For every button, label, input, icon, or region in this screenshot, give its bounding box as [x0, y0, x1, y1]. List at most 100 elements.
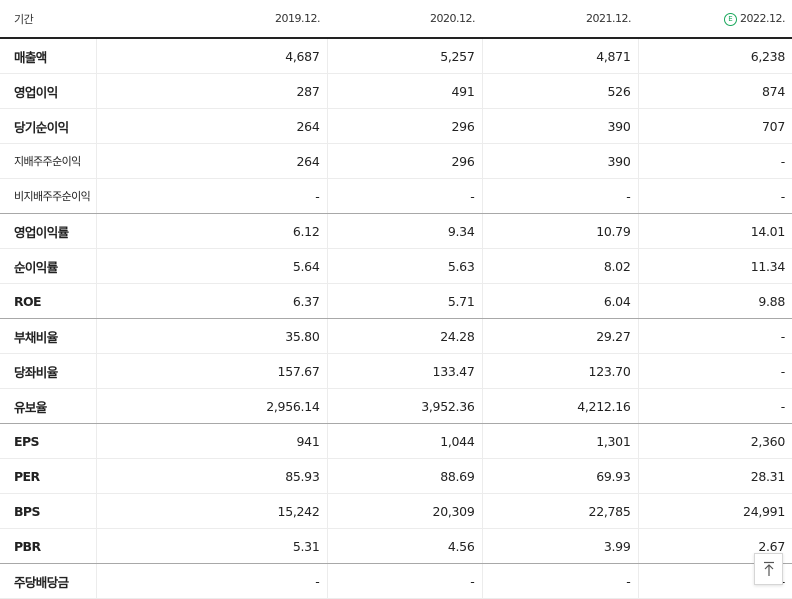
cell-value: - — [95, 178, 327, 214]
row-label: 비지배주주순이익 — [0, 178, 96, 214]
row-label: PER — [0, 458, 96, 494]
estimate-badge-icon: E — [724, 12, 738, 26]
period-2019: 2019.12. — [96, 0, 327, 39]
cell-value: - — [637, 353, 792, 389]
row-controlling-net-income: 지배주주순이익 264 296 390 - — [0, 143, 792, 179]
row-debt-ratio: 부채비율 35.80 24.28 29.27 - — [0, 318, 792, 354]
period-2020: 2020.12. — [327, 0, 482, 39]
cell-value: 5.31 — [95, 528, 327, 564]
row-label: 당좌비율 — [0, 353, 96, 389]
row-revenue: 매출액 4,687 5,257 4,871 6,238 — [0, 38, 792, 74]
cell-value: 941 — [95, 423, 327, 459]
cell-value: - — [637, 178, 792, 214]
cell-value: 29.27 — [481, 318, 638, 354]
cell-value: 491 — [326, 73, 482, 109]
cell-value: 4.56 — [326, 528, 482, 564]
cell-value: - — [95, 563, 327, 599]
row-label: 당기순이익 — [0, 108, 96, 144]
row-label: 영업이익률 — [0, 213, 96, 249]
cell-value: 8.02 — [481, 248, 638, 284]
row-reserve-ratio: 유보율 2,956.14 3,952.36 4,212.16 - — [0, 388, 792, 424]
cell-value: 5.64 — [95, 248, 327, 284]
cell-value: 28.31 — [637, 458, 792, 494]
cell-value: - — [326, 563, 482, 599]
cell-value: 123.70 — [481, 353, 638, 389]
cell-value: 24,991 — [637, 493, 792, 529]
row-label: 지배주주순이익 — [0, 143, 96, 179]
cell-value: 390 — [481, 143, 638, 179]
row-net-margin: 순이익률 5.64 5.63 8.02 11.34 — [0, 248, 792, 284]
cell-value: 707 — [637, 108, 792, 144]
cell-value: 4,871 — [481, 38, 638, 74]
cell-value: 85.93 — [95, 458, 327, 494]
cell-value: 14.01 — [637, 213, 792, 249]
cell-value: 20,309 — [326, 493, 482, 529]
row-label: 순이익률 — [0, 248, 96, 284]
cell-value: - — [637, 388, 792, 424]
cell-value: 9.34 — [326, 213, 482, 249]
row-label: EPS — [0, 423, 96, 459]
row-per: PER 85.93 88.69 69.93 28.31 — [0, 458, 792, 494]
cell-value: 24.28 — [326, 318, 482, 354]
row-label: 부채비율 — [0, 318, 96, 354]
cell-value: - — [637, 318, 792, 354]
cell-value: 6,238 — [637, 38, 792, 74]
cell-value: 1,301 — [481, 423, 638, 459]
arrow-up-icon — [763, 561, 774, 576]
cell-value: 88.69 — [326, 458, 482, 494]
row-label: 주당배당금 — [0, 563, 96, 599]
row-operating-profit: 영업이익 287 491 526 874 — [0, 73, 792, 109]
scroll-to-top-button[interactable] — [754, 553, 783, 585]
cell-value: - — [481, 563, 638, 599]
cell-value: 4,212.16 — [481, 388, 638, 424]
cell-value: 1,044 — [326, 423, 482, 459]
period-header-label: 기간 — [0, 0, 96, 39]
row-label: 영업이익 — [0, 73, 96, 109]
cell-value: 526 — [481, 73, 638, 109]
cell-value: 35.80 — [95, 318, 327, 354]
cell-value: 3,952.36 — [326, 388, 482, 424]
cell-value: 296 — [326, 108, 482, 144]
row-dividend-per-share: 주당배당금 - - - - — [0, 563, 792, 599]
cell-value: 6.12 — [95, 213, 327, 249]
period-2022-estimate: E 2022.12. — [638, 0, 792, 39]
cell-value: 264 — [95, 108, 327, 144]
header-row: 기간 2019.12. 2020.12. 2021.12. E 2022.12. — [0, 0, 792, 39]
row-label: 유보율 — [0, 388, 96, 424]
cell-value: - — [326, 178, 482, 214]
cell-value: - — [637, 143, 792, 179]
row-pbr: PBR 5.31 4.56 3.99 2.67 — [0, 528, 792, 564]
cell-value: 296 — [326, 143, 482, 179]
row-operating-margin: 영업이익률 6.12 9.34 10.79 14.01 — [0, 213, 792, 249]
cell-value: 6.37 — [95, 283, 327, 319]
row-net-income: 당기순이익 264 296 390 707 — [0, 108, 792, 144]
cell-value: 69.93 — [481, 458, 638, 494]
cell-value: 5.71 — [326, 283, 482, 319]
cell-value: 874 — [637, 73, 792, 109]
row-roe: ROE 6.37 5.71 6.04 9.88 — [0, 283, 792, 319]
cell-value: 9.88 — [637, 283, 792, 319]
row-label: PBR — [0, 528, 96, 564]
cell-value: 157.67 — [95, 353, 327, 389]
period-2022-label: 2022.12. — [740, 11, 785, 25]
row-label: BPS — [0, 493, 96, 529]
cell-value: 264 — [95, 143, 327, 179]
cell-value: 22,785 — [481, 493, 638, 529]
cell-value: 287 — [95, 73, 327, 109]
cell-value: 11.34 — [637, 248, 792, 284]
cell-value: 133.47 — [326, 353, 482, 389]
cell-value: 10.79 — [481, 213, 638, 249]
row-bps: BPS 15,242 20,309 22,785 24,991 — [0, 493, 792, 529]
cell-value: 5,257 — [326, 38, 482, 74]
row-label: 매출액 — [0, 38, 96, 74]
cell-value: 2,360 — [637, 423, 792, 459]
cell-value: 5.63 — [326, 248, 482, 284]
cell-value: 3.99 — [481, 528, 638, 564]
row-quick-ratio: 당좌비율 157.67 133.47 123.70 - — [0, 353, 792, 389]
cell-value: 2,956.14 — [95, 388, 327, 424]
row-noncontrolling-net-income: 비지배주주순이익 - - - - — [0, 178, 792, 214]
cell-value: 15,242 — [95, 493, 327, 529]
cell-value: - — [481, 178, 638, 214]
row-label: ROE — [0, 283, 96, 319]
